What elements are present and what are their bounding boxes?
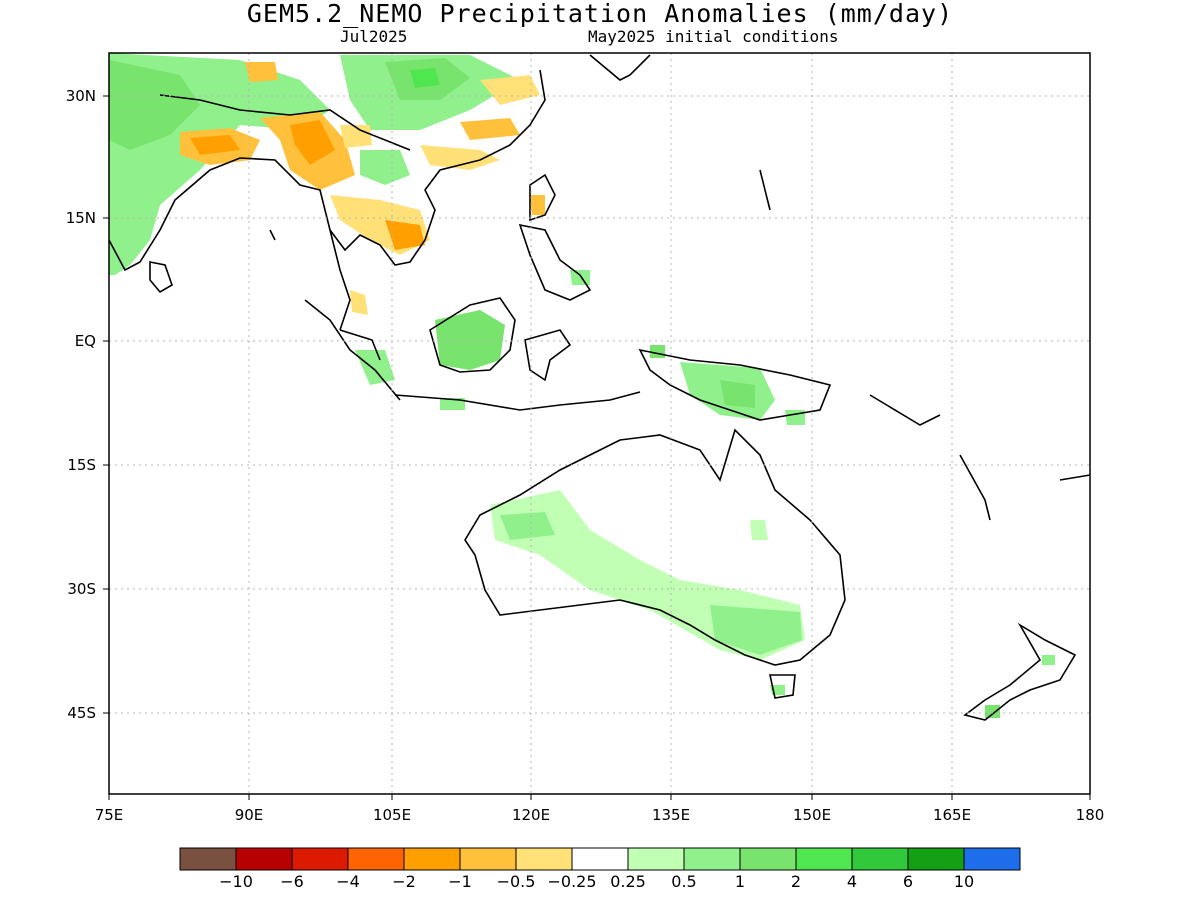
lat-tick-label: 45S (67, 704, 96, 722)
lon-tick-label: 75E (95, 806, 124, 824)
coastline (339, 329, 381, 361)
coastline (963, 622, 1077, 721)
anomaly-region (570, 270, 590, 285)
map-title: GEM5.2_NEMO Precipitation Anomalies (mm/… (246, 0, 954, 28)
anomaly-shading (109, 53, 1055, 718)
anomaly-region (355, 350, 395, 385)
coastline (589, 54, 651, 81)
anomaly-region (245, 62, 278, 82)
coastline (769, 674, 796, 699)
colorbar-label: 6 (903, 872, 913, 891)
valid-month-label: Jul2025 (340, 27, 408, 46)
colorbar-label: −0.25 (547, 872, 596, 891)
colorbar-swatch (515, 847, 573, 871)
map-frame (108, 52, 1091, 795)
colorbar-swatch (347, 847, 405, 871)
longitude-axis: 75E 90E 105E 120E 135E 150E 165E 180 (95, 794, 1105, 824)
coastlines (109, 54, 1090, 721)
coastline (959, 454, 991, 521)
coastline (149, 261, 173, 294)
anomaly-region (710, 605, 802, 655)
colorbar-label: 4 (847, 872, 857, 891)
colorbar-label: 2 (791, 872, 801, 891)
latitude-axis: 30N 15N EQ 15S 30S 45S (66, 87, 109, 722)
coastline (638, 348, 832, 421)
lat-tick-label: EQ (75, 332, 96, 350)
colorbar-swatch (291, 847, 349, 871)
coastline (429, 297, 516, 373)
anomaly-region (435, 310, 505, 370)
coastline (1059, 474, 1090, 481)
colorbar-label: −0.5 (497, 872, 536, 891)
colorbar-swatch (963, 847, 1021, 871)
anomaly-region (360, 150, 410, 185)
colorbar-label: 0.25 (610, 872, 646, 891)
colorbar-swatch (907, 847, 965, 871)
anomaly-region (750, 520, 768, 540)
colorbar-swatch (403, 847, 461, 871)
colorbar: −10 −6 −4 −2 −1 −0.5 −0.25 0.25 0.5 1 2 4 6 10 (179, 847, 1021, 891)
anomaly-region (440, 398, 465, 410)
lat-tick-label: 15S (67, 456, 96, 474)
lat-tick-label: 15N (66, 209, 96, 227)
anomaly-region (720, 380, 755, 408)
coastline (869, 394, 941, 426)
coastline (759, 169, 771, 211)
coastline (518, 223, 592, 301)
anomaly-region (650, 345, 665, 358)
colorbar-swatch (627, 847, 685, 871)
anomaly-region (109, 60, 200, 150)
graticule (109, 53, 1090, 794)
coastline (304, 299, 401, 401)
lat-tick-label: 30N (66, 87, 96, 105)
colorbar-label: −4 (336, 872, 360, 891)
lon-tick-label: 150E (793, 806, 831, 824)
colorbar-label: 10 (954, 872, 974, 891)
anomaly-region (985, 705, 1000, 718)
lon-tick-label: 135E (652, 806, 690, 824)
coastline (329, 69, 546, 266)
colorbar-label: 1 (735, 872, 745, 891)
anomaly-region (290, 120, 335, 165)
anomaly-region (1042, 655, 1055, 665)
coastline (529, 173, 556, 222)
coastline (109, 157, 351, 331)
colorbar-swatch (795, 847, 853, 871)
anomaly-region (350, 290, 368, 315)
anomaly-region (340, 125, 372, 148)
anomaly-region (190, 135, 240, 155)
colorbar-swatch (179, 847, 237, 871)
anomaly-region (410, 68, 440, 88)
anomaly-region (480, 75, 540, 105)
anomaly-region (420, 145, 500, 170)
lon-tick-label: 90E (235, 806, 264, 824)
anomaly-region (500, 512, 555, 540)
colorbar-swatch (235, 847, 293, 871)
anomaly-region (530, 195, 545, 215)
coastline (394, 391, 641, 411)
lon-tick-label: 180 (1076, 806, 1105, 824)
lon-tick-label: 105E (373, 806, 411, 824)
colorbar-swatch (739, 847, 797, 871)
lon-tick-label: 165E (933, 806, 971, 824)
colorbar-label: −1 (448, 872, 472, 891)
anomaly-region (460, 118, 520, 140)
coastline (269, 229, 276, 241)
coastline (159, 94, 411, 151)
colorbar-swatch (683, 847, 741, 871)
lon-tick-label: 120E (512, 806, 550, 824)
coastline (464, 428, 846, 666)
colorbar-label: −6 (280, 872, 304, 891)
colorbar-swatch (851, 847, 909, 871)
colorbar-swatch (459, 847, 517, 871)
colorbar-label: −2 (392, 872, 416, 891)
colorbar-label: 0.5 (671, 872, 696, 891)
coastline (524, 329, 572, 382)
colorbar-swatch (571, 847, 629, 871)
colorbar-label: −10 (219, 872, 253, 891)
anomaly-region (385, 220, 425, 250)
lat-tick-label: 30S (67, 580, 96, 598)
initial-conditions-label: May2025 initial conditions (588, 27, 839, 46)
